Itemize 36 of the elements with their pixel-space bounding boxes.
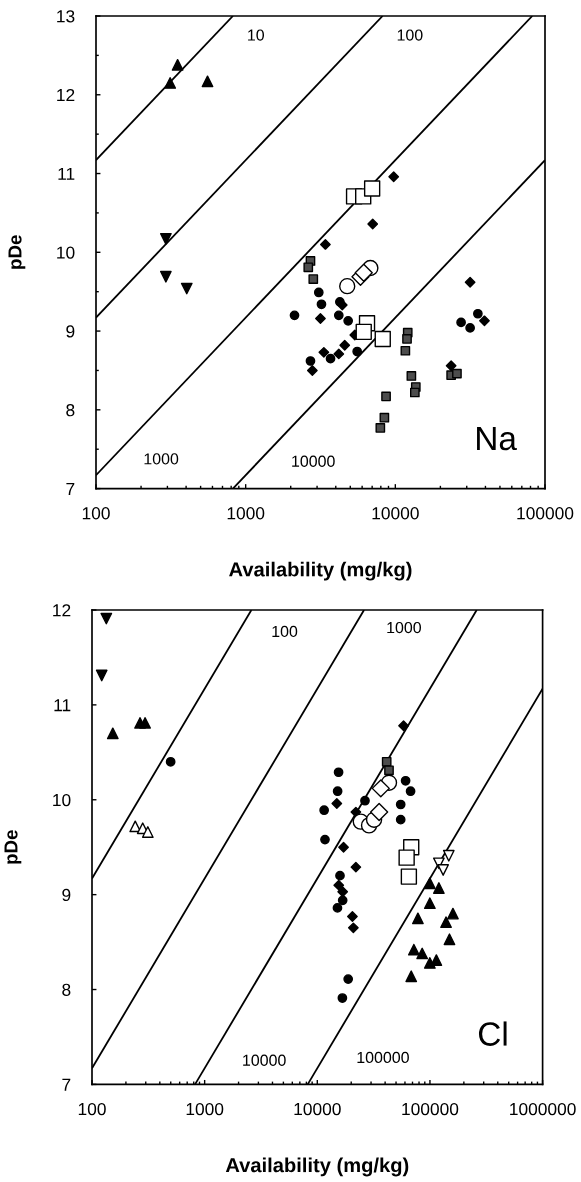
annotation: 10000 [292,455,335,467]
y-tick-label: 12 [53,604,71,617]
y-tick-label: 7 [62,1078,71,1091]
annotation: 100 [397,29,423,41]
y-tick-label: 9 [66,325,75,338]
x-tick-label: 100000 [402,1102,459,1116]
annotation: 10 [248,29,265,41]
x-axis-title: Availability (mg/kg) [225,1157,409,1177]
y-tick-label: 10 [57,246,75,259]
annotation: 1000 [144,453,179,465]
annotation: 100000 [357,1051,409,1064]
x-tick-label: 10000 [294,1102,341,1116]
y-tick-label: 11 [58,167,75,180]
y-tick-label: 7 [66,482,75,495]
x-tick-label: 1000000 [510,1102,576,1116]
y-tick-label: 13 [57,10,75,23]
annotation: 100 [272,625,298,638]
y-tick-label: 9 [62,888,71,902]
x-tick-label: 100 [78,1102,106,1116]
y-tick-label: 8 [62,983,71,996]
x-tick-label: 10000 [372,507,419,520]
y-tick-label: 8 [66,404,75,417]
x-tick-label: 100 [82,507,110,520]
y-axis-title: pDe [4,830,22,864]
x-axis-title: Availability (mg/kg) [229,561,412,581]
annotation: Na [477,427,517,451]
y-tick-label: 12 [57,88,75,102]
annotation: 1000 [387,621,422,634]
x-tick-label: 1000 [186,1102,224,1116]
x-tick-label: 1000 [227,507,265,520]
y-tick-label: 11 [54,699,71,712]
y-tick-label: 10 [53,793,71,807]
x-tick-label: 100000 [517,507,574,520]
annotation: Cl [478,1021,507,1046]
y-axis-title: pDe [8,235,26,269]
annotation: 10000 [243,1054,286,1066]
